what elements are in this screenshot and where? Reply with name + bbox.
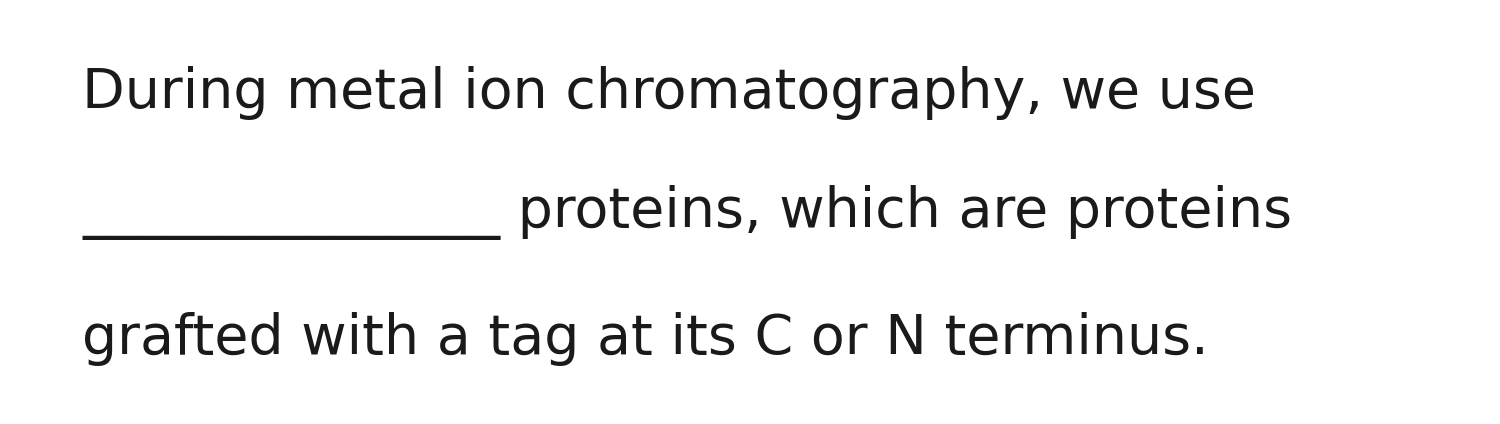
Text: _______________ proteins, which are proteins: _______________ proteins, which are prot… [82,184,1293,240]
Text: grafted with a tag at its C or N terminus.: grafted with a tag at its C or N terminu… [82,312,1209,366]
Text: During metal ion chromatography, we use: During metal ion chromatography, we use [82,66,1257,120]
